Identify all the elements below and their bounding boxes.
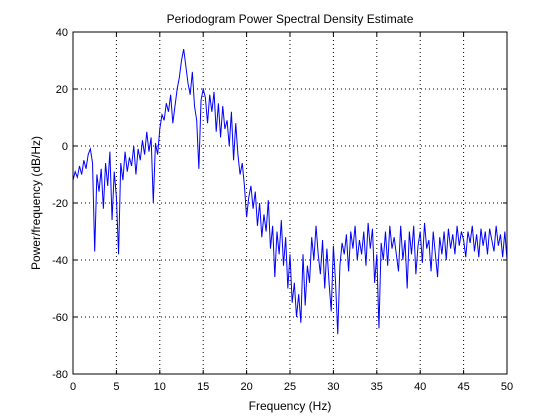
y-axis-label: Power/frequency (dB/Hz) — [29, 136, 43, 270]
x-tick-label: 10 — [154, 381, 166, 393]
x-tick-labels: 0 5 10 15 20 25 30 35 40 45 50 — [70, 381, 513, 393]
y-tick-labels: -80 -60 -40 -20 0 20 40 — [52, 27, 68, 381]
x-tick-label: 40 — [414, 381, 426, 393]
grid-layer — [73, 32, 507, 374]
x-tick-label: 45 — [457, 381, 469, 393]
y-tick-label: 0 — [62, 141, 68, 153]
x-tick-label: 20 — [240, 381, 252, 393]
x-tick-label: 25 — [284, 381, 296, 393]
x-tick-label: 15 — [197, 381, 209, 393]
y-tick-label: -80 — [52, 369, 68, 381]
y-tick-label: -40 — [52, 255, 68, 267]
x-tick-label: 30 — [327, 381, 339, 393]
y-tick-label: -20 — [52, 198, 68, 210]
x-tick-label: 50 — [501, 381, 513, 393]
y-tick-label: -60 — [52, 312, 68, 324]
x-tick-label: 5 — [113, 381, 119, 393]
x-tick-label: 0 — [70, 381, 76, 393]
x-axis-label: Frequency (Hz) — [249, 399, 332, 413]
psd-series-line — [72, 49, 508, 335]
y-tick-label: 20 — [56, 84, 68, 96]
x-tick-label: 35 — [371, 381, 383, 393]
tick-layer — [72, 31, 508, 375]
y-tick-label: 40 — [56, 27, 68, 39]
chart-title: Periodogram Power Spectral Density Estim… — [167, 12, 414, 26]
